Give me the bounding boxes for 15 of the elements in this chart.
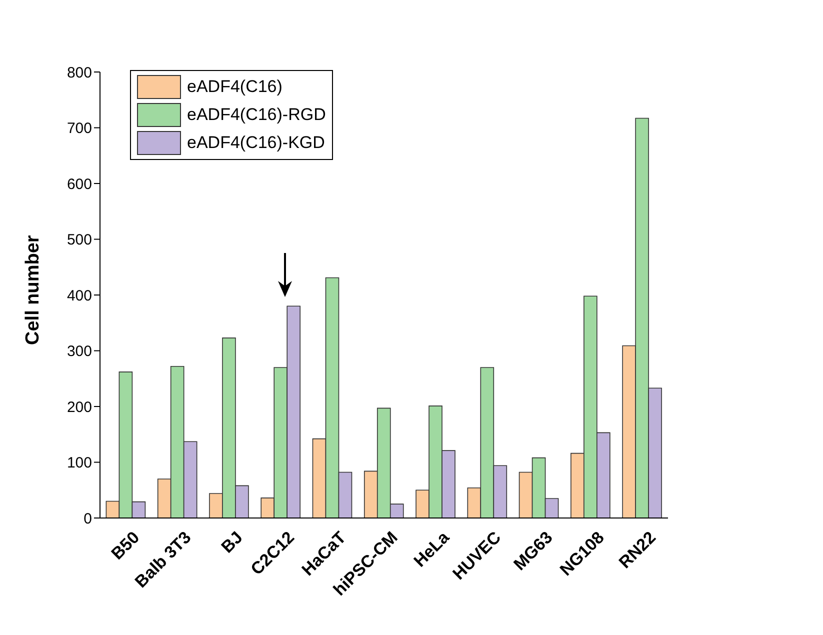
x-tick-label: B50 bbox=[108, 528, 144, 564]
legend-label: eADF4(C16)-RGD bbox=[187, 105, 326, 125]
y-tick-label: 300 bbox=[66, 343, 92, 360]
y-tick-label: 500 bbox=[66, 232, 92, 249]
y-tick-label: 0 bbox=[84, 510, 92, 528]
y-tick-label: 400 bbox=[66, 287, 92, 304]
y-tick-label: 800 bbox=[66, 64, 92, 82]
legend-label: eADF4(C16) bbox=[187, 77, 282, 97]
y-tick-label: 100 bbox=[66, 454, 92, 472]
y-tick-label: 200 bbox=[66, 398, 92, 416]
y-tick-label: 600 bbox=[66, 176, 92, 193]
x-tick-label: BJ bbox=[218, 528, 246, 557]
legend-label: eADF4(C16)-KGD bbox=[187, 133, 325, 153]
y-tick-label: 700 bbox=[66, 120, 92, 138]
y-axis-title: Cell number bbox=[22, 234, 44, 345]
